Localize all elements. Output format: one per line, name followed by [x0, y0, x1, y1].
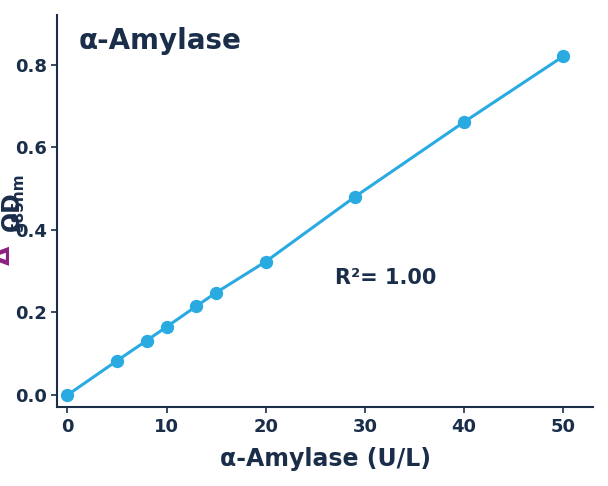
Point — [112, 357, 122, 364]
Text: Δ: Δ — [0, 245, 15, 265]
Point — [142, 337, 151, 345]
Point — [211, 289, 221, 296]
Text: R²= 1.00: R²= 1.00 — [335, 267, 437, 288]
X-axis label: α-Amylase (U/L): α-Amylase (U/L) — [219, 447, 430, 471]
Text: α-Amylase: α-Amylase — [79, 27, 242, 55]
Point — [350, 193, 360, 201]
Text: 585nm: 585nm — [10, 172, 26, 231]
Text: OD: OD — [0, 191, 24, 231]
Point — [192, 302, 201, 310]
Point — [459, 118, 469, 126]
Point — [162, 323, 171, 331]
Point — [261, 258, 271, 265]
Point — [558, 52, 568, 60]
Point — [63, 391, 72, 399]
